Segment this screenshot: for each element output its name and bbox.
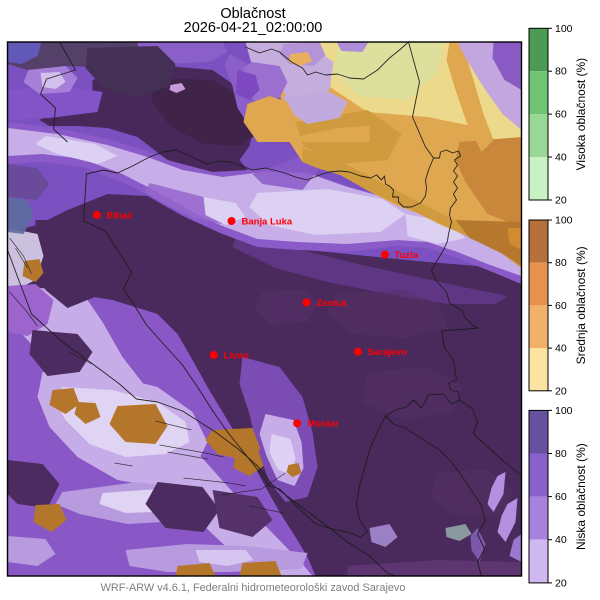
- svg-text:Livno: Livno: [224, 350, 250, 361]
- svg-text:WRF-ARW v4.6.1, Federalni hidr: WRF-ARW v4.6.1, Federalni hidrometeorolo…: [101, 582, 406, 594]
- svg-text:Banja Luka: Banja Luka: [242, 216, 293, 227]
- svg-text:80: 80: [555, 448, 567, 460]
- svg-text:40: 40: [555, 343, 567, 355]
- svg-text:Bihać: Bihać: [107, 210, 133, 221]
- svg-text:Visoka oblačnost (%): Visoka oblačnost (%): [574, 58, 588, 171]
- svg-text:2026-04-21_02:00:00: 2026-04-21_02:00:00: [184, 20, 323, 36]
- svg-text:60: 60: [555, 300, 567, 312]
- svg-text:80: 80: [555, 257, 567, 269]
- svg-text:60: 60: [555, 109, 567, 121]
- svg-text:20: 20: [555, 577, 567, 589]
- svg-text:40: 40: [555, 534, 567, 546]
- svg-text:100: 100: [555, 23, 573, 35]
- svg-text:Zenica: Zenica: [317, 298, 348, 309]
- svg-text:40: 40: [555, 152, 567, 164]
- svg-text:100: 100: [555, 405, 573, 417]
- svg-text:Mostar: Mostar: [308, 419, 339, 430]
- svg-text:Oblačnost: Oblačnost: [220, 6, 285, 22]
- svg-text:Srednja oblačnost (%): Srednja oblačnost (%): [574, 246, 588, 364]
- svg-text:20: 20: [555, 195, 567, 207]
- svg-text:80: 80: [555, 66, 567, 78]
- svg-text:Sarajevo: Sarajevo: [368, 347, 408, 358]
- svg-text:60: 60: [555, 491, 567, 503]
- svg-text:Tuzla: Tuzla: [395, 250, 419, 261]
- svg-text:Niska oblačnost (%): Niska oblačnost (%): [574, 443, 588, 550]
- svg-text:100: 100: [555, 215, 573, 227]
- svg-text:20: 20: [555, 385, 567, 397]
